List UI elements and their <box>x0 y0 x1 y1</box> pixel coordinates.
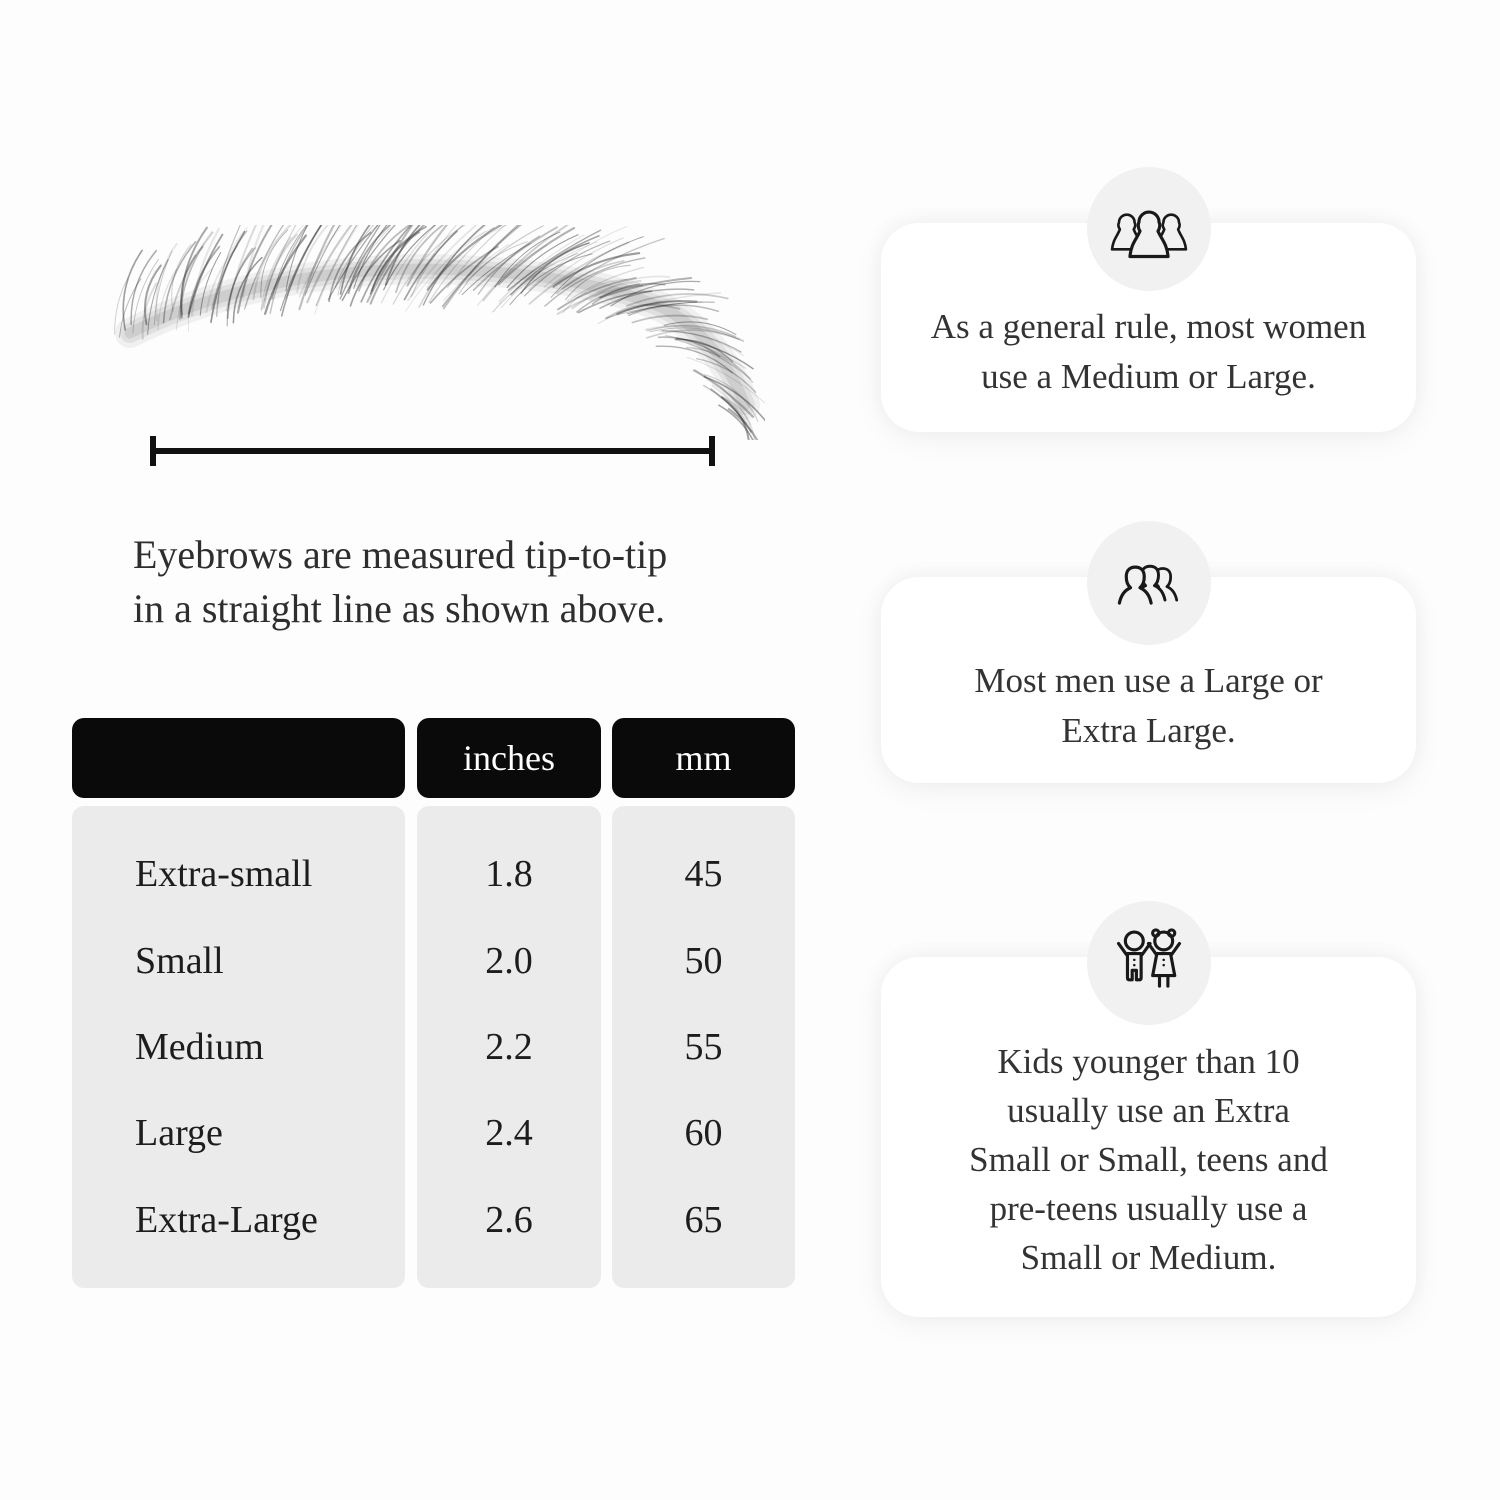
women-group-icon <box>1086 167 1211 291</box>
measure-tick-right <box>709 436 715 466</box>
eyebrow-drawing <box>114 225 765 440</box>
size-table-label-column: Extra-small Small Medium Large Extra-Lar… <box>72 806 405 1288</box>
card-kids-line-2: usually use an Extra <box>1007 1091 1290 1130</box>
card-men-text: Most men use a Large or Extra Large. <box>881 656 1416 756</box>
card-kids-line-5: Small or Medium. <box>1020 1238 1277 1277</box>
card-kids-line-1: Kids younger than 10 <box>997 1042 1300 1081</box>
size-table-header-blank <box>72 718 405 798</box>
card-kids-line-3: Small or Small, teens and <box>969 1140 1328 1179</box>
size-row-label: Small <box>135 939 224 982</box>
card-women-line-1: As a general rule, most women <box>930 307 1367 346</box>
card-men-line-2: Extra Large. <box>1061 711 1236 750</box>
size-row-inches: 2.0 <box>485 939 533 982</box>
size-row-inches: 2.6 <box>485 1198 533 1241</box>
size-row-mm: 60 <box>684 1112 723 1155</box>
size-row-mm: 45 <box>684 853 723 896</box>
card-women-line-2: use a Medium or Large. <box>981 357 1316 396</box>
eyebrow-illustration <box>105 225 765 440</box>
measurement-caption: Eyebrows are measured tip-to-tip in a st… <box>133 528 667 636</box>
card-kids: Kids younger than 10 usually use an Extr… <box>881 901 1416 1317</box>
size-row-mm: 50 <box>684 939 723 982</box>
size-row-mm: 55 <box>684 1025 723 1068</box>
card-women-text: As a general rule, most women use a Medi… <box>881 302 1416 402</box>
size-table-mm-column: 45 50 55 60 65 <box>612 806 795 1288</box>
size-row-label: Extra-Large <box>135 1198 318 1241</box>
kids-icon <box>1086 901 1211 1025</box>
men-group-icon <box>1086 521 1211 645</box>
size-row-mm: 65 <box>684 1198 723 1241</box>
size-table-header-inches: inches <box>417 718 601 798</box>
size-row-inches: 2.4 <box>485 1112 533 1155</box>
size-table-inches-column: 1.8 2.0 2.2 2.4 2.6 <box>417 806 601 1288</box>
size-row-inches: 1.8 <box>485 853 533 896</box>
card-kids-text: Kids younger than 10 usually use an Extr… <box>881 1037 1416 1282</box>
size-row-inches: 2.2 <box>485 1025 533 1068</box>
caption-line-2: in a straight line as shown above. <box>133 586 666 631</box>
caption-line-1: Eyebrows are measured tip-to-tip <box>133 532 668 577</box>
card-men-line-1: Most men use a Large or <box>974 661 1323 700</box>
measurement-line <box>150 436 715 466</box>
size-row-label: Extra-small <box>135 853 313 896</box>
size-row-label: Large <box>135 1112 223 1155</box>
card-men: Most men use a Large or Extra Large. <box>881 521 1416 783</box>
size-table-header-mm: mm <box>612 718 795 798</box>
card-kids-line-4: pre-teens usually use a <box>989 1189 1308 1228</box>
measure-bar <box>152 448 713 454</box>
card-women: As a general rule, most women use a Medi… <box>881 167 1416 432</box>
size-row-label: Medium <box>135 1025 264 1068</box>
